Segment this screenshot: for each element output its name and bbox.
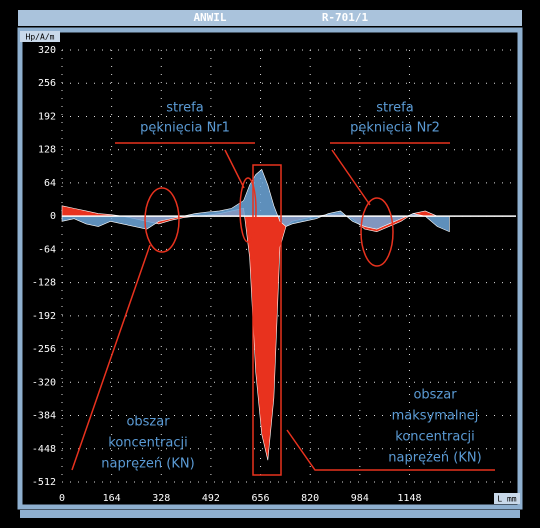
annotation: strefa [166, 101, 203, 116]
x-tick-label: 1148 [397, 493, 421, 504]
ellipse [144, 187, 180, 253]
y-tick-label: 192 [38, 111, 56, 122]
x-tick-label: 492 [202, 493, 220, 504]
annotation: koncentracji [108, 436, 187, 451]
y-axis-label: Hp/A/m [26, 33, 55, 42]
annotation: pęknięcia Nr2 [350, 121, 440, 136]
y-tick-label: -64 [38, 244, 56, 255]
x-axis-label: L mm [497, 495, 516, 504]
y-tick-label: 256 [38, 78, 56, 89]
y-unit-box [20, 31, 60, 42]
y-tick-label: -320 [32, 377, 56, 388]
title-left: ANWIL [193, 11, 226, 24]
y-tick-label: -512 [32, 477, 56, 488]
x-tick-label: 656 [252, 493, 270, 504]
x-tick-label: 164 [103, 493, 121, 504]
annotation: naprężeń (KN) [101, 457, 194, 472]
arrow [224, 149, 245, 189]
annotation: strefa [376, 101, 413, 116]
y-tick-label: -448 [32, 444, 56, 455]
overlays [71, 142, 495, 476]
ellipse [239, 177, 257, 243]
y-tick-label: 64 [44, 178, 56, 189]
annotation: obszar [126, 415, 170, 430]
y-tick-label: 128 [38, 145, 56, 156]
y-tick-label: 320 [38, 45, 56, 56]
y-tick-label: 0 [50, 211, 56, 222]
y-tick-label: -256 [32, 344, 56, 355]
y-tick-label: -384 [32, 411, 56, 422]
frame [17, 27, 523, 510]
title-right: R-701/1 [322, 11, 369, 24]
highlight-box [252, 164, 282, 476]
x-tick-label: 984 [351, 493, 369, 504]
y-tick-label: -192 [32, 311, 56, 322]
x-tick-label: 820 [301, 493, 319, 504]
annotation: naprężeń (KN) [388, 451, 481, 466]
x-tick-label: 328 [152, 493, 170, 504]
annotation: maksymalnej [392, 409, 479, 424]
arrow [286, 429, 495, 471]
y-tick-label: -128 [32, 278, 56, 289]
x-tick-label: 0 [59, 493, 65, 504]
arrow [331, 149, 371, 206]
ellipse [360, 197, 394, 267]
bottom-bar [20, 510, 520, 518]
arrow [71, 244, 151, 471]
annotation: pęknięcia Nr1 [140, 121, 230, 136]
annotation: koncentracji [395, 430, 474, 445]
title-bar [18, 10, 522, 26]
annotation: obszar [413, 388, 457, 403]
x-unit-box [494, 493, 520, 504]
